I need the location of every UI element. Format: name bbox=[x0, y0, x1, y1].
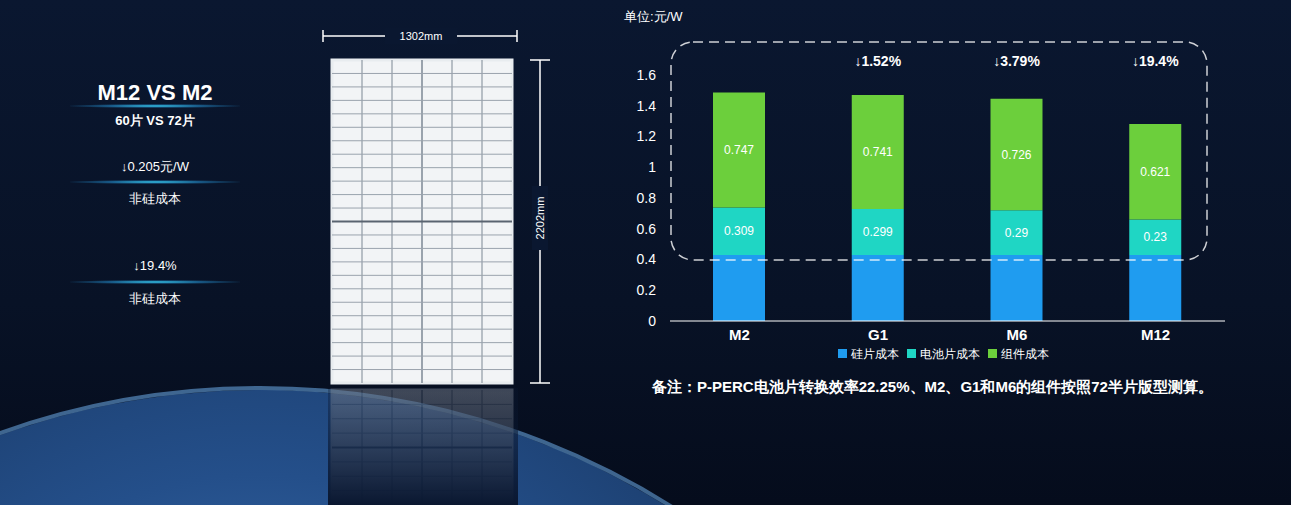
html-text:非硅成本: 非硅成本 bbox=[129, 291, 181, 306]
svg-text:0.23: 0.23 bbox=[1144, 230, 1168, 244]
svg-text:↓3.79%: ↓3.79% bbox=[993, 53, 1040, 69]
svg-text:0.299: 0.299 bbox=[863, 225, 893, 239]
svg-text:0.29: 0.29 bbox=[1005, 226, 1029, 240]
svg-text:0.621: 0.621 bbox=[1140, 165, 1170, 179]
svg-text:1302mm: 1302mm bbox=[400, 30, 443, 42]
svg-text:0.309: 0.309 bbox=[724, 224, 754, 238]
html-text:60片 VS 72片: 60片 VS 72片 bbox=[115, 113, 195, 128]
svg-text:1.4: 1.4 bbox=[637, 98, 657, 114]
svg-text:1: 1 bbox=[648, 159, 656, 175]
html-text:硅片成本: 硅片成本 bbox=[851, 347, 899, 361]
svg-text:0.741: 0.741 bbox=[863, 145, 893, 159]
svg-text:0.4: 0.4 bbox=[637, 251, 657, 267]
html-text:组件成本: 组件成本 bbox=[1001, 347, 1049, 361]
html-text:M12 VS M2: M12 VS M2 bbox=[97, 80, 213, 105]
svg-text:↓19.4%: ↓19.4% bbox=[1132, 53, 1179, 69]
svg-text:0.8: 0.8 bbox=[637, 190, 657, 206]
html-text:↓0.205元/W: ↓0.205元/W bbox=[121, 159, 189, 174]
html-text:↓19.4%: ↓19.4% bbox=[133, 258, 177, 273]
svg-text:2202mm: 2202mm bbox=[534, 197, 546, 240]
html-text:电池片成本: 电池片成本 bbox=[920, 347, 980, 361]
svg-text:0.6: 0.6 bbox=[637, 221, 657, 237]
html-text:备注：P-PERC电池片转换效率22.25%、M2、G1和M: 备注：P-PERC电池片转换效率22.25%、M2、G1和M6的组件按照72半片… bbox=[652, 378, 1213, 395]
svg-text:0.726: 0.726 bbox=[1001, 148, 1031, 162]
svg-text:↓1.52%: ↓1.52% bbox=[854, 53, 901, 69]
svg-text:1.2: 1.2 bbox=[637, 128, 657, 144]
html-text:非硅成本: 非硅成本 bbox=[129, 191, 181, 206]
svg-text:0.2: 0.2 bbox=[637, 282, 657, 298]
svg-text:M12: M12 bbox=[1141, 326, 1170, 343]
svg-text:1.6: 1.6 bbox=[637, 67, 657, 83]
svg-text:0: 0 bbox=[648, 313, 656, 329]
svg-text:M2: M2 bbox=[729, 326, 750, 343]
html-text:单位:元/W: 单位:元/W bbox=[624, 9, 683, 24]
svg-text:0.747: 0.747 bbox=[724, 143, 754, 157]
svg-text:G1: G1 bbox=[868, 326, 888, 343]
svg-text:M6: M6 bbox=[1006, 326, 1027, 343]
